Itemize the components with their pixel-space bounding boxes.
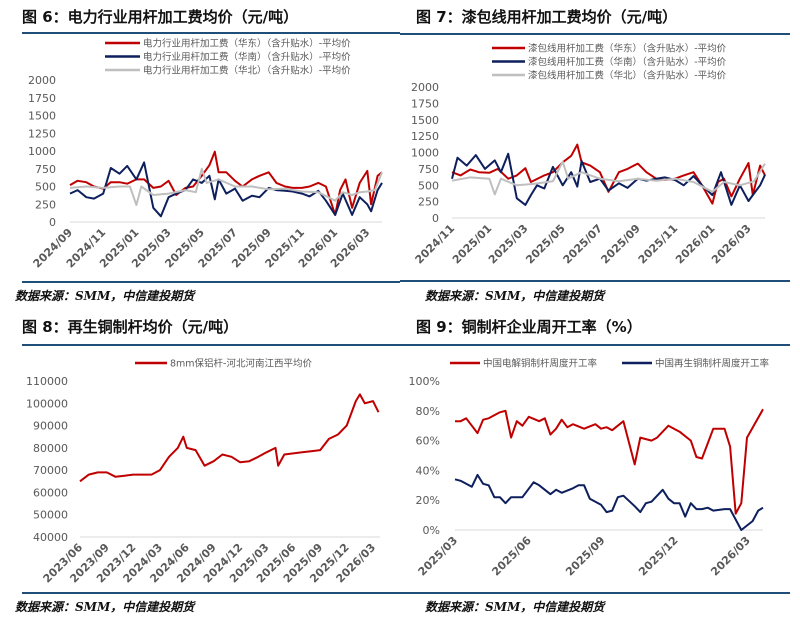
y-tick-label: 110000 bbox=[26, 375, 68, 388]
chart-panel-fig6: 图 6：电力行业用杆加工费均价（元/吨） 0 250 500 750 1000 1250 1… bbox=[0, 0, 400, 310]
legend-label: 漆包线用杆加工费（华南）（含升贴水）-平均价 bbox=[528, 56, 727, 68]
legend-label: 中国再生铜制杆周度开工率 bbox=[655, 358, 770, 370]
y-tick-label: 60000 bbox=[33, 486, 68, 499]
y-tick-label: 50000 bbox=[33, 509, 68, 522]
x-tick-label: 2025/03 bbox=[486, 222, 531, 267]
source-note: 数据来源：SMM，中信建投期货 bbox=[425, 600, 605, 614]
chart-panel-fig8: 图 8：再生铜制杆均价（元/吨） 40000 50000 60000 70000 800… bbox=[0, 310, 400, 620]
title-divider bbox=[400, 344, 790, 346]
legend-label: 8mm保铝杆-河北河南江西平均价 bbox=[170, 358, 312, 370]
y-tick-label: 80000 bbox=[33, 442, 68, 455]
footer-divider bbox=[400, 592, 790, 594]
y-tick-label: 500 bbox=[35, 181, 56, 194]
y-tick-label: 750 bbox=[35, 163, 56, 176]
line-chart-fig6: 0250500750100012501500175020002024/09202… bbox=[28, 38, 383, 270]
chart-title: 图 7：漆包线用杆加工费均价（元/吨） bbox=[416, 8, 678, 26]
source-note: 数据来源：SMM，中信建投期货 bbox=[15, 600, 195, 614]
y-tick-label: 1250 bbox=[28, 127, 56, 140]
y-tick-label: 100% bbox=[409, 375, 440, 388]
y-tick-label: 0% bbox=[423, 524, 440, 537]
y-tick-label: 1750 bbox=[28, 92, 56, 105]
y-tick-label: 40000 bbox=[33, 531, 68, 544]
series-line-3 bbox=[69, 167, 383, 206]
y-tick-label: 1500 bbox=[411, 114, 439, 127]
footer-divider bbox=[22, 281, 400, 283]
x-tick-label: 2025/03 bbox=[416, 534, 461, 579]
y-tick-label: 2000 bbox=[28, 74, 56, 87]
y-tick-label: 80% bbox=[416, 405, 440, 418]
y-tick-label: 1250 bbox=[411, 130, 439, 143]
series-line-1 bbox=[69, 150, 383, 216]
legend-label: 漆包线用杆加工费（华东）（含升贴水）-平均价 bbox=[528, 43, 727, 55]
chart-title: 图 8：再生铜制杆均价（元/吨） bbox=[22, 318, 239, 336]
line-chart-fig8: 40000 50000 60000 70000 80000 90000 100000 1100… bbox=[26, 358, 380, 585]
series-line-1 bbox=[79, 393, 380, 483]
footer-divider bbox=[22, 592, 400, 594]
source-note: 数据来源：SMM，中信建投期货 bbox=[15, 289, 195, 303]
series-line-2 bbox=[69, 161, 383, 218]
chart-title: 图 6：电力行业用杆加工费均价（元/吨） bbox=[22, 8, 299, 26]
x-tick-label: 2025/05 bbox=[523, 222, 568, 267]
x-tick-label: 2025/11 bbox=[636, 222, 681, 267]
legend-label: 中国电解铜制杆周度开工率 bbox=[483, 358, 598, 370]
series-line-3 bbox=[451, 160, 766, 196]
y-tick-label: 100000 bbox=[26, 397, 68, 410]
y-tick-label: 1000 bbox=[28, 145, 56, 158]
y-tick-label: 20% bbox=[416, 494, 440, 507]
y-tick-label: 1500 bbox=[28, 110, 56, 123]
x-tick-label: 2025/07 bbox=[561, 222, 606, 267]
line-chart-fig7: 0 250 500 750 1000 1250 1500 1750 2000 2024/11 202… bbox=[411, 43, 766, 267]
title-divider bbox=[22, 32, 400, 34]
title-divider bbox=[22, 344, 400, 346]
y-tick-label: 2000 bbox=[411, 81, 439, 94]
legend-label: 漆包线用杆加工费（华北）（含升贴水）-平均价 bbox=[528, 70, 727, 82]
series-line-1 bbox=[455, 408, 764, 515]
title-divider bbox=[400, 33, 790, 35]
y-tick-label: 0 bbox=[49, 216, 56, 229]
y-tick-label: 1000 bbox=[411, 147, 439, 160]
y-tick-label: 40% bbox=[416, 464, 440, 477]
y-tick-label: 1750 bbox=[411, 97, 439, 110]
footer-divider bbox=[400, 280, 790, 282]
series-line-2 bbox=[454, 473, 764, 531]
y-tick-label: 0 bbox=[432, 212, 439, 225]
series-line-1 bbox=[451, 143, 766, 205]
x-tick-label: 2026/03 bbox=[708, 534, 753, 579]
chart-panel-fig9: 图 9：铜制杆企业周开工率（%） 0% 20% 40% 60% 80% 100% 2025/… bbox=[400, 310, 800, 620]
y-tick-label: 90000 bbox=[33, 420, 68, 433]
chart-panel-fig7: 图 7：漆包线用杆加工费均价（元/吨） 0 250 500 750 1000 1250 15… bbox=[400, 0, 800, 310]
y-tick-label: 70000 bbox=[33, 464, 68, 477]
line-chart-fig9: 0% 20% 40% 60% 80% 100% 2025/03 2025/06 2025/09 2… bbox=[409, 358, 770, 579]
source-note: 数据来源：SMM，中信建投期货 bbox=[425, 289, 605, 303]
x-tick-label: 2025/09 bbox=[563, 534, 608, 579]
x-tick-label: 2024/11 bbox=[413, 222, 458, 267]
y-tick-label: 750 bbox=[418, 163, 439, 176]
legend-label: 电力行业用杆加工费（华南）（含升贴水）-平均价 bbox=[143, 51, 351, 63]
chart-title: 图 9：铜制杆企业周开工率（%） bbox=[416, 318, 642, 336]
legend-label: 电力行业用杆加工费（华东）（含升贴水）-平均价 bbox=[143, 38, 351, 50]
x-tick-label: 2025/06 bbox=[489, 534, 534, 579]
x-tick-label: 2026/03 bbox=[709, 222, 754, 267]
y-tick-label: 250 bbox=[418, 196, 439, 209]
legend-label: 电力行业用杆加工费（华北）（含升贴水）-平均价 bbox=[143, 65, 351, 77]
y-tick-label: 500 bbox=[418, 179, 439, 192]
x-tick-label: 2025/12 bbox=[636, 534, 681, 579]
y-tick-label: 250 bbox=[35, 198, 56, 211]
x-tick-label: 2025/09 bbox=[598, 222, 643, 267]
y-tick-label: 60% bbox=[416, 435, 440, 448]
